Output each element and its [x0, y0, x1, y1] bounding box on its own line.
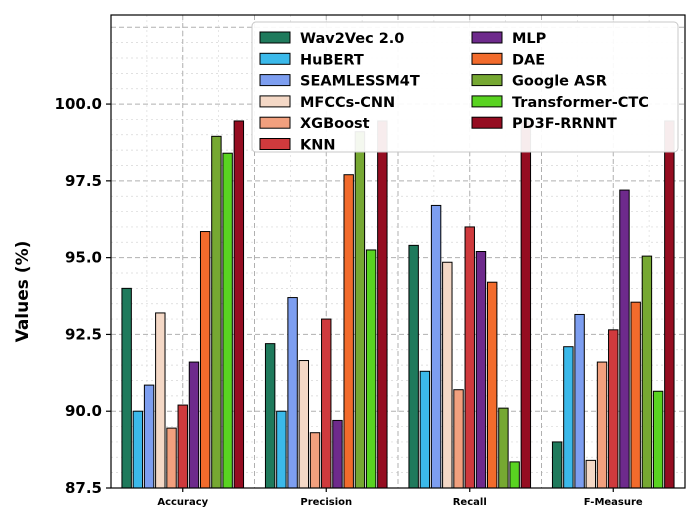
legend-swatch [259, 116, 291, 129]
bar-dae-precision [343, 174, 354, 489]
bar-xgboost-recall [453, 389, 464, 489]
legend-swatch [259, 95, 291, 108]
legend-swatch [471, 31, 503, 44]
bar-xgboost-f-measure [596, 361, 608, 489]
bar-mfccs-cnn-recall [442, 261, 453, 489]
legend-entry: PD3F-RRNNT [471, 116, 617, 132]
bar-knn-f-measure [608, 329, 619, 489]
y-axis-label: Values (%) [13, 241, 33, 343]
bar-google-asr-precision [354, 131, 366, 489]
legend-label: MFCCs-CNN [300, 95, 395, 111]
bar-seamlessm4t-precision [287, 297, 298, 489]
legend-label: HuBERT [300, 52, 364, 68]
legend-swatch [471, 95, 503, 108]
bar-wav2vec-2-0-f-measure [551, 441, 563, 489]
legend-entry: Transformer-CTC [471, 95, 649, 111]
bar-xgboost-accuracy [166, 427, 177, 489]
legend-entry: SEAMLESSM4T [259, 74, 420, 90]
bar-dae-f-measure [630, 301, 641, 489]
y-axis: 87.5 90.0 92.5 95.0 97.5 100.0 [55, 95, 111, 497]
bar-google-asr-recall [498, 407, 509, 489]
legend-entry: Wav2Vec 2.0 [259, 31, 404, 47]
legend-swatch [471, 52, 503, 65]
legend-label: KNN [300, 138, 336, 154]
y-tick-label: 87.5 [65, 479, 102, 497]
legend-label: Transformer-CTC [512, 95, 649, 111]
legend-entry: Google ASR [471, 74, 607, 90]
legend-entry: DAE [471, 52, 545, 68]
bar-mlp-recall [475, 251, 487, 489]
legend-label: SEAMLESSM4T [300, 74, 420, 90]
x-tick-label: Recall [453, 497, 487, 508]
bar-knn-recall [464, 226, 475, 489]
legend-entry: MFCCs-CNN [259, 95, 395, 111]
legend-label: XGBoost [300, 116, 370, 132]
y-tick-label: 95.0 [65, 249, 102, 267]
legend-swatch [259, 138, 291, 150]
legend-entry: XGBoost [259, 116, 370, 132]
legend-label: PD3F-RRNNT [512, 116, 617, 132]
bar-hubert-precision [276, 410, 287, 489]
legend-label: DAE [512, 52, 545, 68]
bar-knn-precision [321, 318, 332, 489]
bar-pd3f-rrnnt-f-measure [664, 120, 675, 489]
legend-swatch [259, 52, 291, 65]
y-tick-label: 90.0 [65, 402, 102, 420]
bar-hubert-f-measure [563, 346, 574, 489]
bar-pd3f-rrnnt-accuracy [233, 120, 245, 489]
bar-mlp-accuracy [188, 361, 200, 489]
bar-dae-recall [486, 281, 498, 489]
bar-wav2vec-2-0-recall [408, 244, 419, 489]
bar-mfccs-cnn-precision [298, 360, 310, 489]
bar-pd3f-rrnnt-precision [377, 120, 388, 489]
bar-transformer-ctc-f-measure [652, 390, 664, 489]
bar-wav2vec-2-0-accuracy [121, 287, 132, 489]
y-tick-label: 97.5 [65, 172, 102, 190]
legend-swatch [259, 31, 291, 44]
bar-pd3f-rrnnt-recall [520, 120, 532, 489]
bar-mfccs-cnn-f-measure [585, 459, 597, 489]
x-tick-label: Precision [300, 497, 352, 508]
legend-swatch [471, 74, 503, 87]
bar-transformer-ctc-accuracy [222, 152, 233, 489]
bar-knn-accuracy [177, 404, 188, 489]
legend-swatch [259, 74, 291, 87]
bar-seamlessm4t-recall [430, 204, 442, 489]
bar-mfccs-cnn-accuracy [155, 312, 166, 489]
legend-label: MLP [512, 31, 547, 47]
bar-mlp-f-measure [619, 189, 630, 489]
bar-seamlessm4t-f-measure [574, 313, 585, 489]
bar-dae-accuracy [199, 231, 211, 489]
bar-google-asr-accuracy [211, 135, 222, 489]
y-tick-label: 92.5 [65, 325, 102, 343]
bar-google-asr-f-measure [641, 255, 653, 489]
bar-hubert-accuracy [132, 410, 144, 489]
x-tick-label: F-Measure [584, 497, 643, 508]
y-tick-label: 100.0 [55, 95, 102, 113]
bar-transformer-ctc-recall [509, 461, 520, 489]
bar-wav2vec-2-0-precision [264, 343, 276, 489]
legend-label: Wav2Vec 2.0 [300, 31, 404, 47]
legend-label: Google ASR [512, 74, 607, 90]
bar-mlp-precision [332, 419, 343, 489]
bar-hubert-recall [419, 370, 431, 489]
legend-swatch [471, 116, 503, 129]
bars [121, 120, 675, 489]
bar-seamlessm4t-accuracy [143, 384, 155, 489]
legend-entry: KNN [259, 138, 336, 154]
bar-xgboost-precision [309, 432, 321, 489]
legend-entry: MLP [471, 31, 547, 47]
legend: Wav2Vec 2.0 HuBERT SEAMLESSM4T MFCCs-CNN XGB… [251, 21, 679, 154]
x-axis: Accuracy Precision Recall F-Measure [157, 488, 643, 508]
bar-transformer-ctc-precision [365, 249, 377, 489]
legend-box [251, 21, 679, 153]
x-tick-label: Accuracy [157, 497, 208, 508]
plot-frame [110, 14, 686, 489]
legend-entry: HuBERT [259, 52, 364, 68]
